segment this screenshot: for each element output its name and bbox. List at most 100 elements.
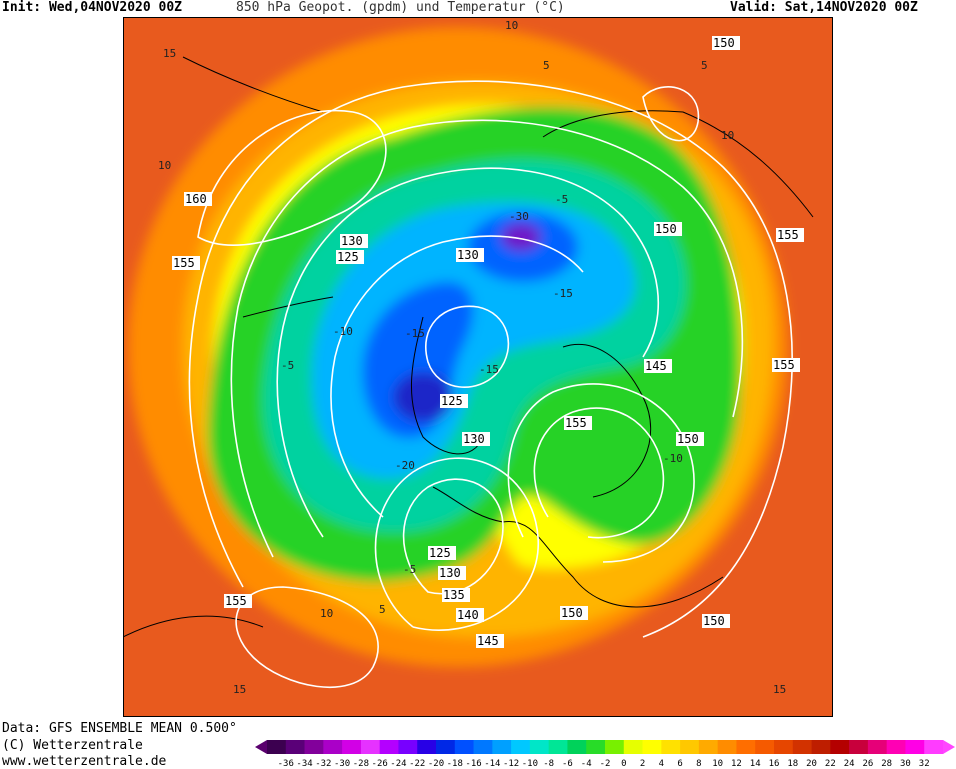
colorbar-swatch [849,740,869,754]
height-label: 145 [645,359,667,373]
colorbar-tick-label: 22 [825,759,836,768]
height-label: 125 [337,250,359,264]
temp-label: -30 [509,210,529,223]
colorbar-swatch [886,740,906,754]
height-contour [330,235,584,518]
colorbar-tick-label: -30 [334,759,350,768]
colorbar-swatch [924,740,944,754]
temp-label: -15 [405,327,425,340]
temp-deep-blue-region [393,372,453,422]
temp-label: 15 [233,683,246,696]
colorbar-tick-label: 18 [787,759,798,768]
init-time: Init: Wed,04NOV2020 00Z [2,0,183,15]
colorbar-tick-label: -22 [409,759,425,768]
colorbar-swatch [774,740,794,754]
temp-label: 10 [505,19,518,32]
temp-label: 10 [320,607,333,620]
colorbar-swatch [567,740,587,754]
height-contour [276,167,660,538]
colorbar-tick-label: -18 [447,759,463,768]
height-label: 150 [677,432,699,446]
colorbar-tick-label: -24 [390,759,406,768]
temp-label: 5 [379,603,386,616]
height-label: 150 [713,36,735,50]
temp-label-group: 15 10 5 -5 -10 -15 -20 -30 -5 -15 -15 -1… [158,19,786,696]
colorbar-swatch [867,740,888,754]
colorbar-swatch [323,740,343,754]
colorbar-tick-label: -14 [484,759,500,768]
colorbar-swatch [285,740,305,754]
valid-time: Valid: Sat,14NOV2020 00Z [730,0,918,15]
height-label: 145 [477,634,499,648]
temp-label: 15 [773,683,786,696]
height-label: 130 [463,432,485,446]
colorbar-tick-label: 14 [750,759,761,768]
colorbar-tick-label: -28 [353,759,369,768]
colorbar-tick-label: -36 [278,759,294,768]
chart-title: 850 hPa Geopot. (gpdm) und Temperatur (°… [236,0,565,15]
height-contour [188,80,793,638]
colorbar-swatch [360,740,381,754]
colorbar-tick-label: 8 [696,759,701,768]
colorbar-swatch [511,740,531,754]
height-label: 130 [457,248,479,262]
colorbar-tick-label: -32 [315,759,331,768]
height-label: 150 [703,614,725,628]
colorbar-tick-label: -12 [503,759,519,768]
colorbar-tick-label: -8 [543,759,554,768]
temp-label: -15 [553,287,573,300]
colorbar-tick-label: 6 [677,759,682,768]
coastline [410,316,484,455]
height-label: 155 [565,416,587,430]
temp-label: -15 [479,363,499,376]
coastline [432,486,724,608]
height-label: 125 [441,394,463,408]
temp-label: 10 [158,159,171,172]
colorbar-tick-label: 16 [769,759,780,768]
height-contour [425,305,510,388]
temp-label: 5 [543,59,550,72]
colorbar-swatch [492,740,512,754]
colorbar-tick-label: 32 [919,759,930,768]
colorbar-tick-label: -26 [372,759,388,768]
colorbar-swatch [755,740,775,754]
coastlines [123,56,814,638]
temp-label: 5 [701,59,708,72]
colorbar-tick-label: 10 [712,759,723,768]
temp-label: -5 [555,193,568,206]
temp-label: -5 [281,359,294,372]
colorbar-swatch [454,740,474,754]
colorbar-tick-label: 26 [862,759,873,768]
height-label: 125 [429,546,451,560]
height-label: 150 [561,606,583,620]
colorbar-swatch [398,740,418,754]
height-contour [533,407,665,539]
colorbar-tick-label: 28 [881,759,892,768]
colorbar-swatch [605,740,625,754]
colorbar-swatch [717,740,737,754]
height-label: 155 [773,358,795,372]
height-label: 130 [341,234,363,248]
colorbar-cap-right [943,740,955,754]
height-contour [402,478,504,595]
colorbar-tick-label: 0 [621,759,626,768]
height-contour [230,119,744,558]
colorbar-swatch [661,740,681,754]
colorbar-swatch [586,740,606,754]
height-contour [197,109,387,246]
colorbar-swatch [473,740,493,754]
colorbar-swatch [642,740,662,754]
height-label: 155 [225,594,247,608]
colorbar-swatch [529,740,550,754]
height-label: 155 [173,256,195,270]
coastline [542,110,814,218]
weather-map: 160 155 150 150 155 130 125 130 145 125 … [123,17,833,717]
colorbar-swatch [811,740,831,754]
colorbar-swatch [792,740,812,754]
colorbar-swatch [304,740,324,754]
temp-label: -10 [333,325,353,338]
colorbar-tick-label: 2 [640,759,645,768]
colorbar-tick-label: -34 [296,759,312,768]
colorbar-tick-label: 24 [844,759,855,768]
height-label: 130 [439,566,461,580]
